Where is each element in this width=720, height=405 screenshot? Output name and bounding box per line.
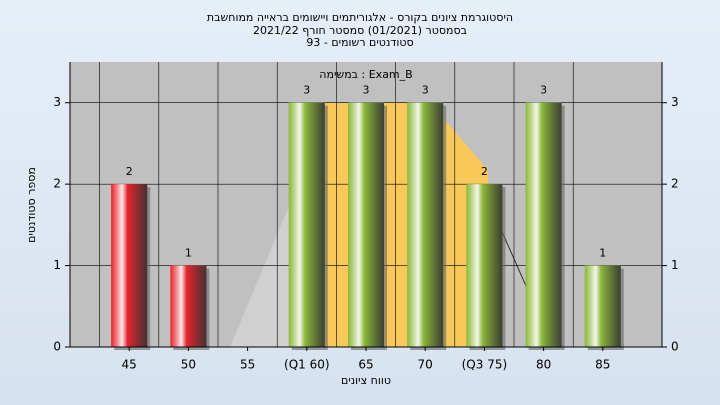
data-label: 1 [599,247,606,260]
x-tick-label: (Q1 60) [284,358,330,372]
data-label: 1 [185,247,192,260]
y2-tick-label: 0 [671,340,679,354]
box-whisker-area [230,180,300,347]
bar [348,102,384,347]
x-tick-label: 70 [418,358,433,372]
chart-title: היסטוגרמת ציונים בקורס - אלגוריתמים וייש… [207,11,513,24]
data-label: 3 [363,84,370,97]
data-label: 2 [481,165,488,178]
bar [170,265,207,347]
y-tick-label: 0 [53,340,61,354]
annotation: במשימה : Exam_B [319,68,412,81]
bar [407,102,444,347]
y-tick-label: 2 [53,177,61,191]
x-tick-label: 45 [122,358,137,372]
x-tick-label: 85 [595,358,610,372]
bar [525,102,562,347]
bar [111,184,148,347]
y-tick-label: 3 [53,95,61,109]
y-axis-label: מספר סטודנטים [25,167,38,243]
data-label: 3 [303,84,310,97]
y2-tick-label: 3 [671,95,679,109]
x-tick-label: 50 [181,358,196,372]
bar [288,102,325,347]
x-tick-label: 65 [358,358,373,372]
data-label: 2 [126,165,133,178]
bar [584,265,621,347]
x-tick-label: (Q3 75) [462,358,508,372]
x-tick-label: 55 [240,358,255,372]
chart-subtitle: בסמסטר (01/2021) סמסטר חורף 2021/22 [253,24,467,37]
y-tick-label: 1 [53,258,61,272]
y2-tick-label: 1 [671,258,679,272]
box-area [310,103,488,347]
data-label: 3 [422,84,429,97]
data-label: 3 [540,84,547,97]
x-tick-label: 80 [536,358,551,372]
bar [466,184,503,347]
x-axis-label: טווח ציונים [341,374,391,387]
y2-tick-label: 2 [671,177,679,191]
chart-subtitle: סטודנטים רשומים - 93 [306,36,413,49]
